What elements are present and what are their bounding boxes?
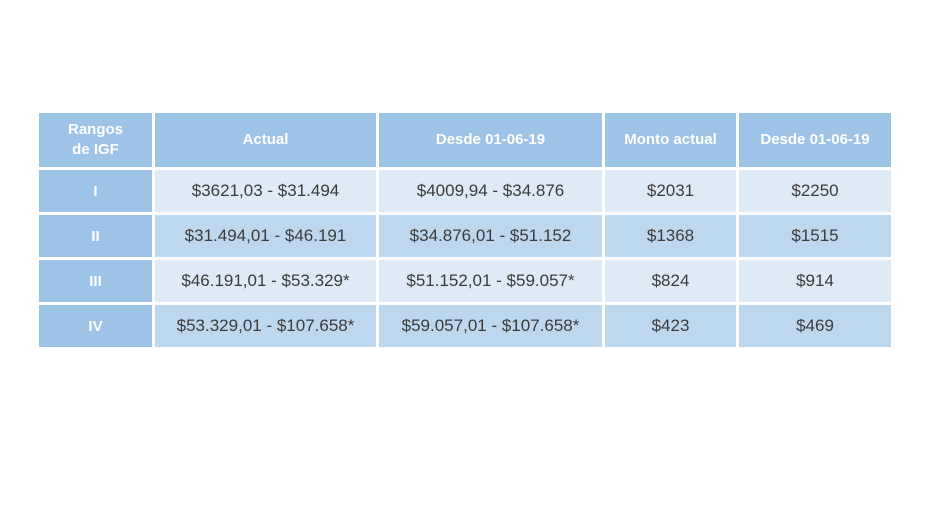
cell-desde: $51.152,01 - $59.057* — [379, 260, 602, 302]
cell-monto-desde: $469 — [739, 305, 891, 347]
cell-rango: I — [39, 170, 152, 212]
cell-actual: $46.191,01 - $53.329* — [155, 260, 376, 302]
cell-rango: II — [39, 215, 152, 257]
cell-monto-actual: $2031 — [605, 170, 736, 212]
table-body: I $3621,03 - $31.494 $4009,94 - $34.876 … — [39, 170, 891, 347]
cell-monto-actual: $1368 — [605, 215, 736, 257]
cell-monto-desde: $914 — [739, 260, 891, 302]
header-row: Rangos de IGF Actual Desde 01-06-19 Mont… — [39, 113, 891, 167]
header-cell-desde-01-06-19: Desde 01-06-19 — [379, 113, 602, 167]
table-row: II $31.494,01 - $46.191 $34.876,01 - $51… — [39, 215, 891, 257]
header-cell-actual: Actual — [155, 113, 376, 167]
cell-desde: $59.057,01 - $107.658* — [379, 305, 602, 347]
cell-desde: $4009,94 - $34.876 — [379, 170, 602, 212]
table-row: IV $53.329,01 - $107.658* $59.057,01 - $… — [39, 305, 891, 347]
header-cell-monto-actual: Monto actual — [605, 113, 736, 167]
cell-monto-actual: $423 — [605, 305, 736, 347]
cell-actual: $53.329,01 - $107.658* — [155, 305, 376, 347]
igf-ranges-table: Rangos de IGF Actual Desde 01-06-19 Mont… — [36, 110, 894, 350]
cell-monto-actual: $824 — [605, 260, 736, 302]
cell-rango: IV — [39, 305, 152, 347]
cell-actual: $3621,03 - $31.494 — [155, 170, 376, 212]
cell-monto-desde: $1515 — [739, 215, 891, 257]
table-row: I $3621,03 - $31.494 $4009,94 - $34.876 … — [39, 170, 891, 212]
cell-rango: III — [39, 260, 152, 302]
cell-desde: $34.876,01 - $51.152 — [379, 215, 602, 257]
header-cell-rangos-igf: Rangos de IGF — [39, 113, 152, 167]
header-cell-monto-desde-01-06-19: Desde 01-06-19 — [739, 113, 891, 167]
table-header: Rangos de IGF Actual Desde 01-06-19 Mont… — [39, 113, 891, 167]
cell-monto-desde: $2250 — [739, 170, 891, 212]
table-row: III $46.191,01 - $53.329* $51.152,01 - $… — [39, 260, 891, 302]
cell-actual: $31.494,01 - $46.191 — [155, 215, 376, 257]
